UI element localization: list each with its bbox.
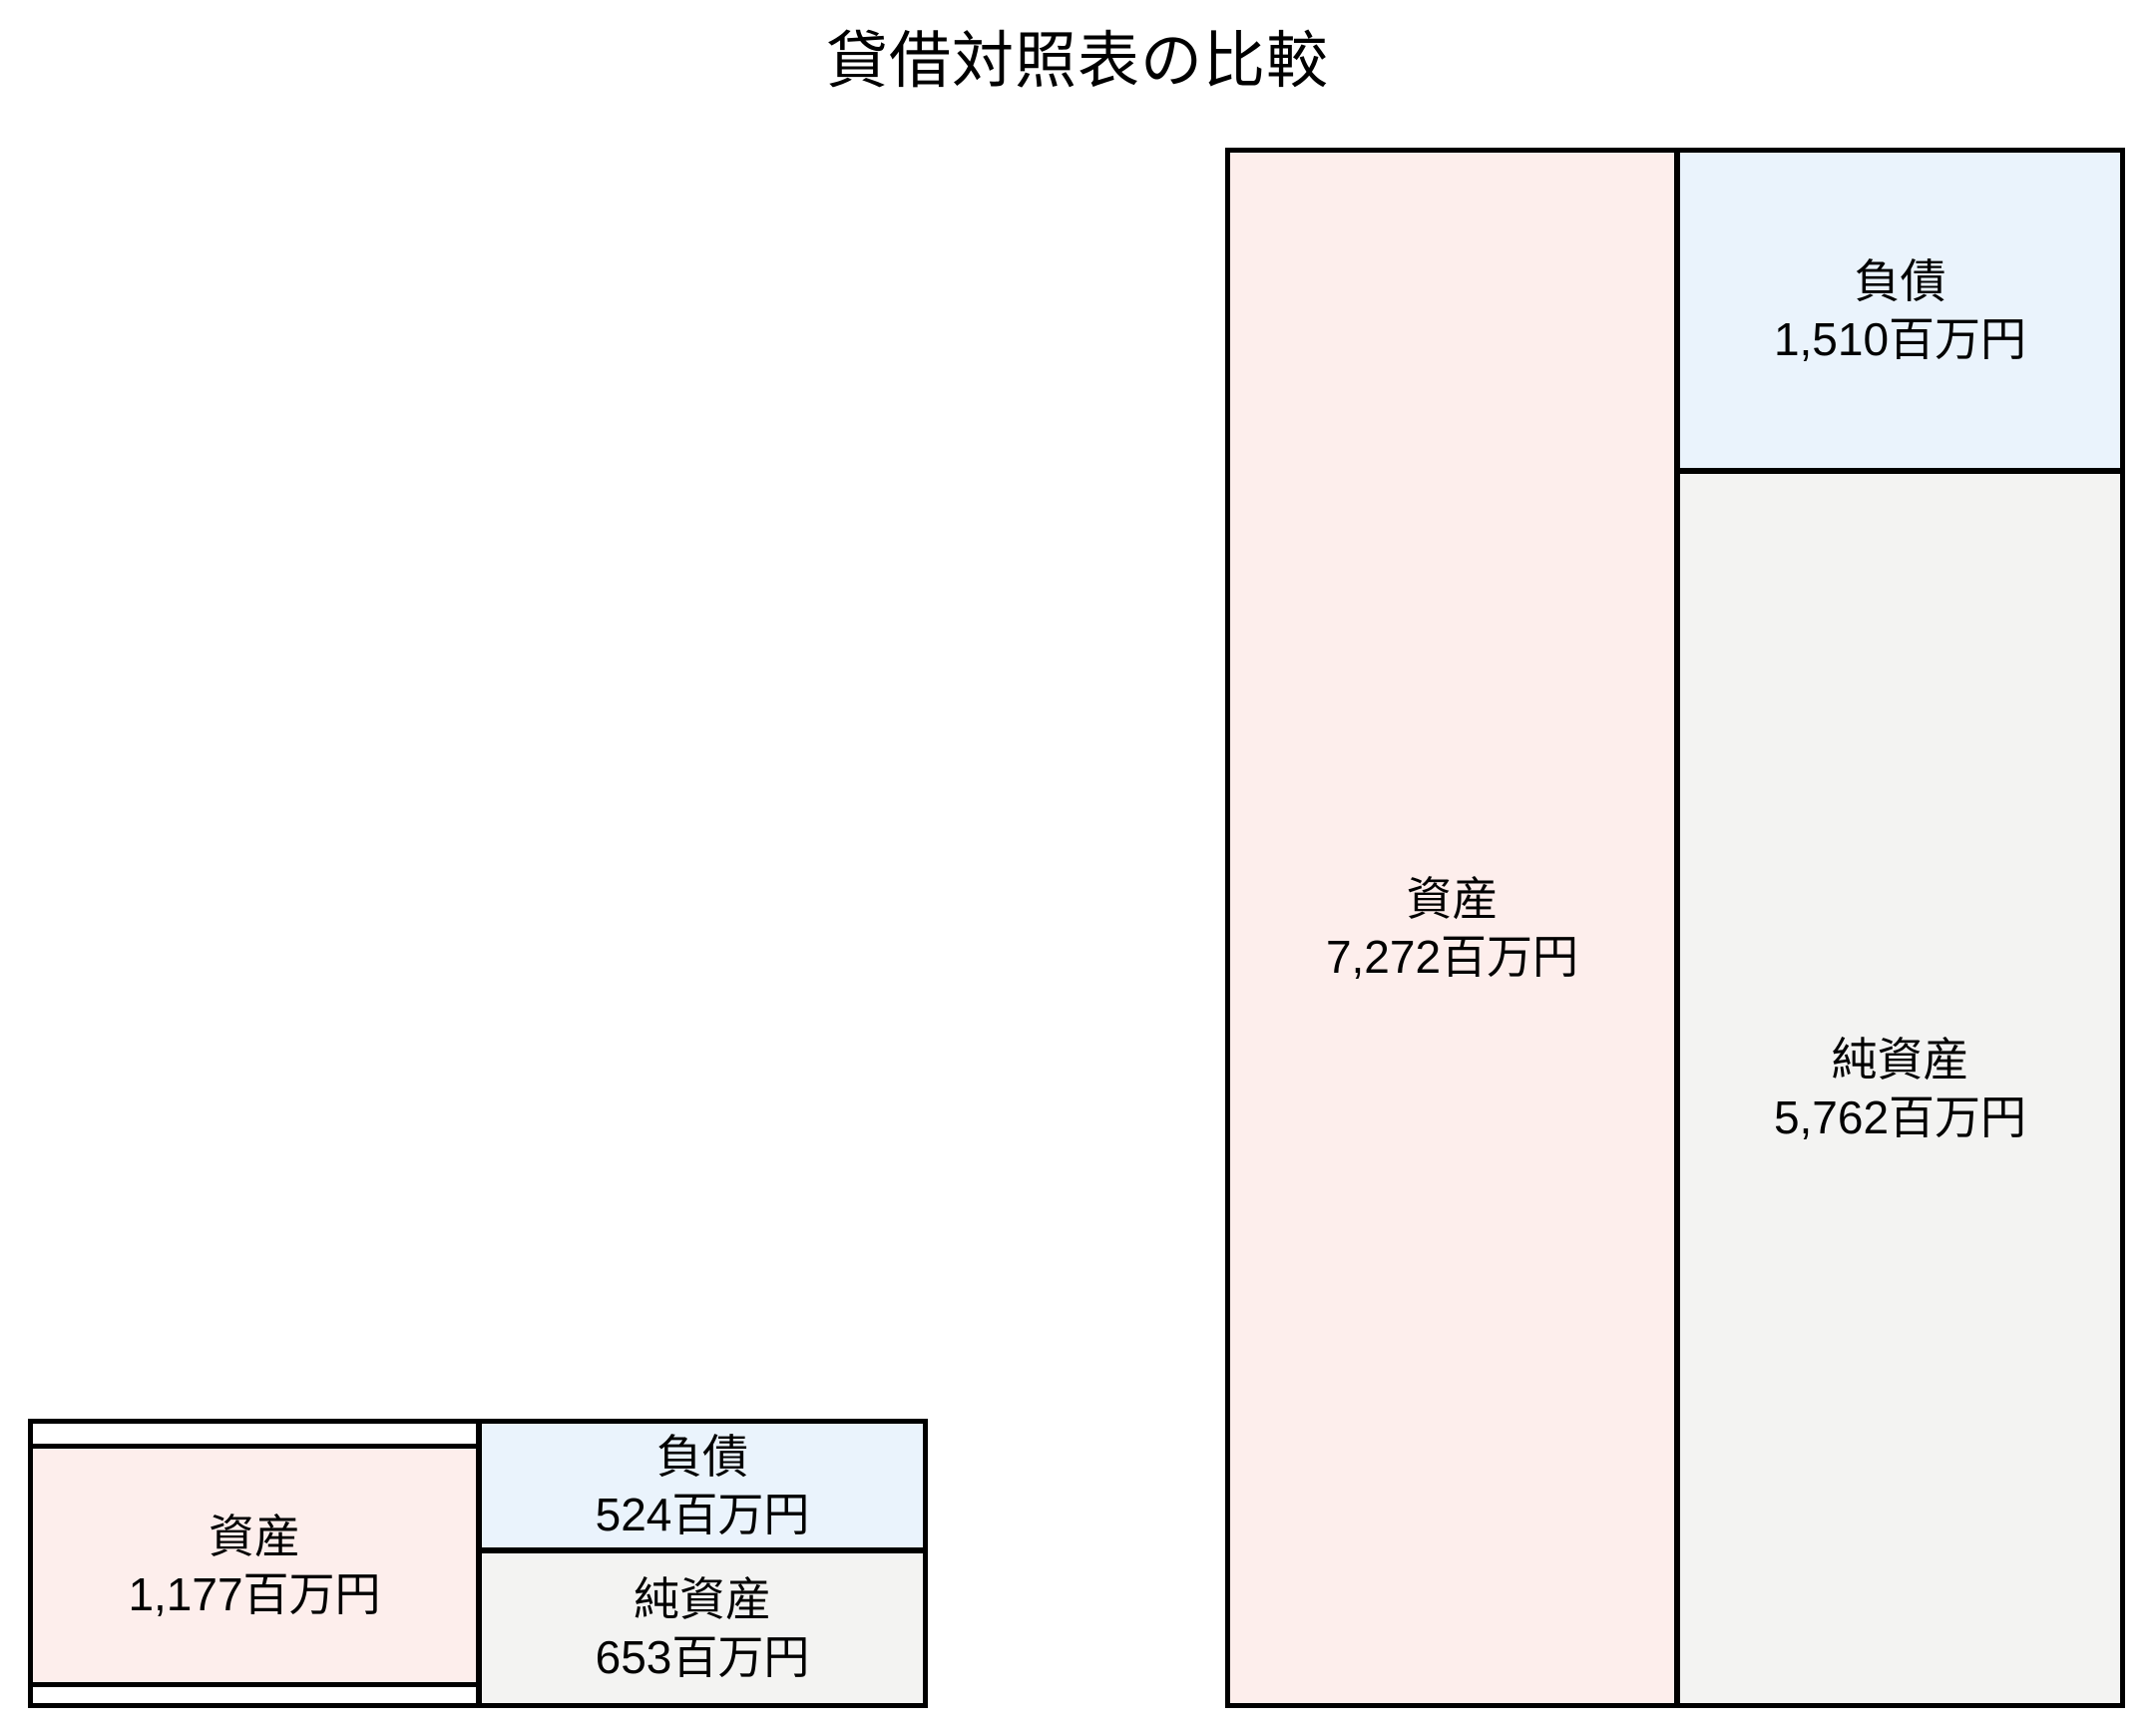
before-assets-value: 1,177百万円 bbox=[128, 1568, 381, 1620]
before-liabilities-name: 負債 bbox=[656, 1431, 748, 1483]
before-liabilities-block: 負債 524百万円 bbox=[477, 1419, 928, 1552]
after-liabilities-name: 負債 bbox=[1854, 255, 1946, 307]
after-assets-name: 資産 bbox=[1406, 873, 1499, 925]
before-assets-name: 資産 bbox=[209, 1511, 300, 1562]
after-equity-label: 純資産 5,762百万円 bbox=[1774, 1031, 2026, 1146]
before-equity-value: 653百万円 bbox=[595, 1631, 810, 1683]
after-assets-label: 資産 7,272百万円 bbox=[1326, 870, 1578, 986]
after-liabilities-block: 負債 1,510百万円 bbox=[1675, 148, 2125, 473]
before-assets-block: 資産 1,177百万円 bbox=[28, 1444, 481, 1687]
before-liabilities-label: 負債 524百万円 bbox=[596, 1428, 810, 1543]
after-assets-value: 7,272百万円 bbox=[1325, 931, 1579, 983]
chart-title: 貸借対照表の比較 bbox=[825, 27, 1329, 96]
before-equity-label: 純資産 653百万円 bbox=[596, 1570, 810, 1686]
after-equity-value: 5,762百万円 bbox=[1773, 1091, 2027, 1143]
before-liabilities-value: 524百万円 bbox=[595, 1489, 810, 1540]
after-liabilities-label: 負債 1,510百万円 bbox=[1774, 252, 2026, 368]
after-liabilities-value: 1,510百万円 bbox=[1773, 313, 2027, 365]
before-equity-name: 純資産 bbox=[634, 1573, 771, 1625]
after-assets-block: 資産 7,272百万円 bbox=[1225, 148, 1679, 1708]
after-equity-name: 純資産 bbox=[1831, 1034, 1969, 1085]
before-equity-block: 純資産 653百万円 bbox=[477, 1548, 928, 1708]
before-assets-label: 資産 1,177百万円 bbox=[128, 1508, 380, 1623]
after-equity-block: 純資産 5,762百万円 bbox=[1675, 469, 2125, 1708]
